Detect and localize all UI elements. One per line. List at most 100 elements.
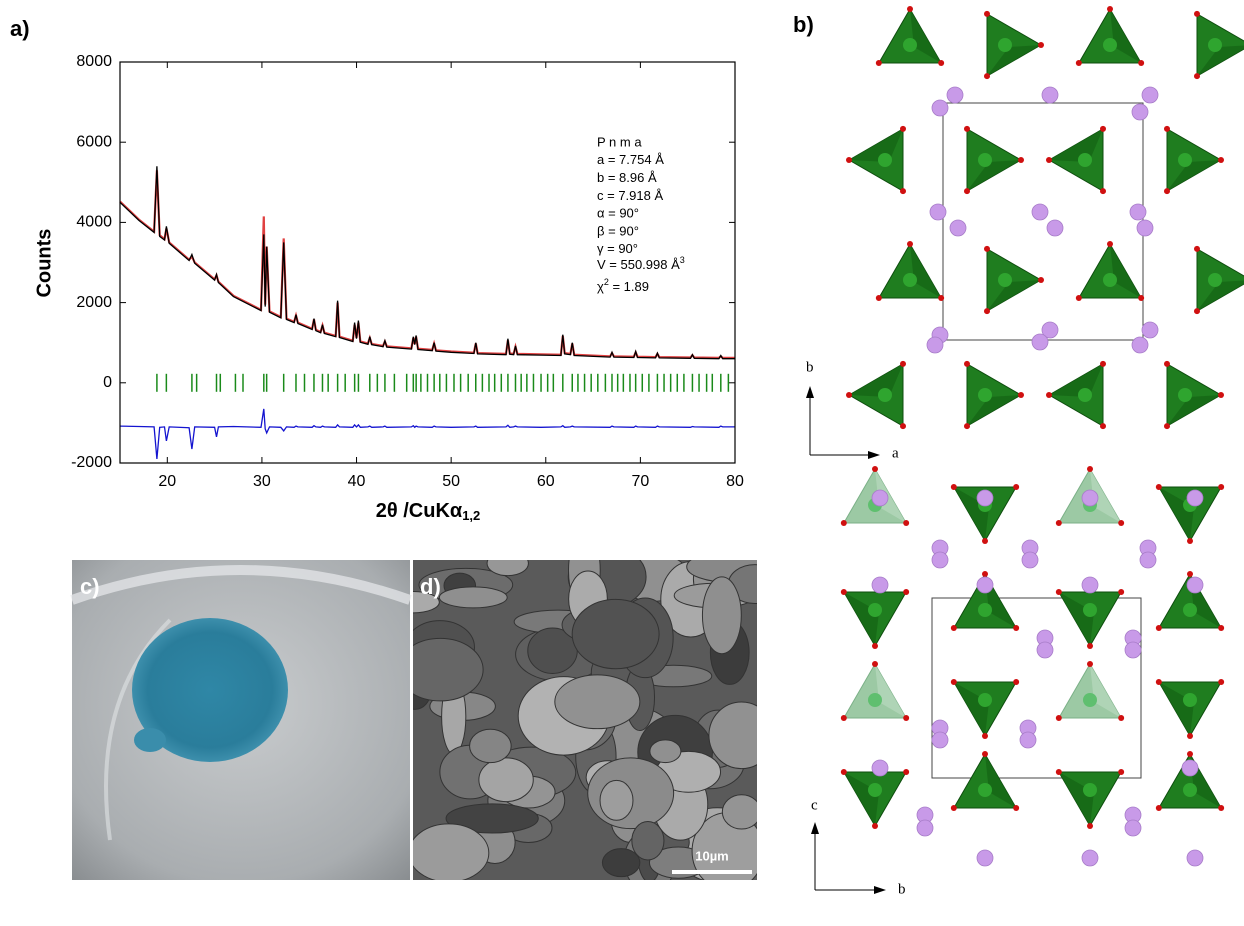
central-atom bbox=[878, 153, 892, 167]
oxygen-atom bbox=[982, 733, 988, 739]
lithium-atom bbox=[976, 489, 994, 507]
oxygen-atom bbox=[903, 715, 910, 721]
oxygen-atom bbox=[1164, 360, 1170, 367]
annotation-text: = 1.89 bbox=[609, 279, 649, 294]
tetrahedron-face bbox=[875, 469, 907, 523]
oxygen-atom bbox=[1218, 484, 1225, 490]
lithium-atom bbox=[1081, 489, 1099, 507]
plot-frame bbox=[119, 61, 736, 464]
particle bbox=[601, 848, 641, 878]
tetrahedron-face bbox=[987, 280, 1041, 312]
particle bbox=[571, 598, 660, 670]
central-atom bbox=[868, 783, 882, 797]
oxygen-atom bbox=[1013, 679, 1020, 685]
tetrahedron-face bbox=[987, 45, 1041, 77]
x-axis-label: 2θ /CuKα1,2 bbox=[376, 500, 481, 523]
oxygen-atom bbox=[1155, 679, 1162, 685]
oxygen-atom bbox=[984, 73, 990, 80]
central-atom bbox=[1083, 783, 1097, 797]
oxygen-atom bbox=[1055, 589, 1062, 595]
central-atom bbox=[1178, 153, 1192, 167]
tetrahedron-face bbox=[1167, 395, 1221, 427]
tetrahedron-face bbox=[953, 487, 989, 541]
central-atom bbox=[978, 603, 992, 617]
oxygen-atom bbox=[1107, 241, 1113, 247]
panel-label: d) bbox=[420, 574, 441, 599]
oxygen-atom bbox=[1155, 484, 1162, 490]
central-atom bbox=[903, 38, 917, 52]
oxygen-atom bbox=[872, 643, 878, 649]
oxygen-atom bbox=[875, 60, 882, 66]
oxygen-atom bbox=[964, 360, 970, 367]
annotation: P n m a bbox=[597, 134, 642, 149]
central-atom bbox=[1208, 38, 1222, 52]
tetrahedron-face bbox=[1110, 9, 1142, 63]
lithium-atom bbox=[1139, 551, 1157, 569]
oxygen-atom bbox=[1055, 769, 1062, 775]
arrow-head bbox=[811, 822, 819, 834]
oxygen-atom bbox=[1164, 423, 1170, 430]
lithium-atom bbox=[1124, 819, 1142, 837]
axis-indicator bbox=[806, 386, 886, 894]
annotation: a = 7.754 Å bbox=[597, 152, 664, 167]
oxygen-atom bbox=[846, 157, 852, 163]
oxygen-atom bbox=[984, 308, 990, 315]
axis-letter: b bbox=[898, 881, 906, 897]
tetrahedron-face bbox=[843, 592, 879, 646]
lithium-atom bbox=[1081, 849, 1099, 867]
tetrahedron-face bbox=[910, 244, 942, 298]
lithium-atom bbox=[976, 576, 994, 594]
dish-rim bbox=[70, 565, 412, 605]
y-tick-label: 2000 bbox=[76, 294, 112, 311]
tetrahedron-face bbox=[849, 363, 903, 397]
oxygen-atom bbox=[1194, 245, 1200, 252]
oxygen-atom bbox=[1138, 295, 1145, 301]
oxygen-atom bbox=[982, 538, 988, 544]
y-tick-label: 0 bbox=[103, 374, 112, 391]
oxygen-atom bbox=[1075, 60, 1082, 66]
powder-photo bbox=[70, 560, 412, 880]
oxygen-atom bbox=[964, 423, 970, 430]
central-atom bbox=[1078, 388, 1092, 402]
arrow-head bbox=[874, 886, 886, 894]
central-atom bbox=[1103, 38, 1117, 52]
tetrahedron-face bbox=[1110, 244, 1142, 298]
x-tick-label: 70 bbox=[631, 473, 649, 490]
oxygen-atom bbox=[1187, 538, 1193, 544]
particle bbox=[708, 701, 757, 770]
oxygen-atom bbox=[1087, 823, 1093, 829]
lithium-atom bbox=[929, 203, 947, 221]
lithium-atom bbox=[1186, 489, 1204, 507]
particle bbox=[445, 803, 539, 834]
oxygen-atom bbox=[1046, 157, 1052, 163]
tetrahedron-face bbox=[843, 772, 879, 826]
central-atom bbox=[1183, 693, 1197, 707]
particle bbox=[721, 794, 757, 830]
y-tick-label: -2000 bbox=[71, 454, 112, 471]
central-atom bbox=[1083, 603, 1097, 617]
lithium-atom bbox=[976, 849, 994, 867]
y-tick-label: 6000 bbox=[76, 133, 112, 150]
lithium-atom bbox=[1036, 641, 1054, 659]
lithium-atom bbox=[1136, 219, 1154, 237]
oxygen-atom bbox=[950, 679, 957, 685]
tetrahedron-face bbox=[1197, 45, 1244, 77]
lithium-atom bbox=[931, 551, 949, 569]
lithium-atom bbox=[916, 819, 934, 837]
central-atom bbox=[1208, 273, 1222, 287]
oxygen-atom bbox=[938, 60, 945, 66]
oxygen-atom bbox=[1218, 625, 1225, 631]
tetrahedron-face bbox=[985, 574, 1017, 628]
tetrahedron-face bbox=[1090, 469, 1122, 523]
oxygen-atom bbox=[1194, 308, 1200, 315]
oxygen-atom bbox=[950, 484, 957, 490]
axis-letter: a bbox=[892, 445, 899, 461]
annotation: α = 90° bbox=[597, 206, 639, 221]
oxygen-atom bbox=[840, 715, 847, 721]
lithium-atom bbox=[1041, 86, 1059, 104]
lithium-atom bbox=[1031, 333, 1049, 351]
annotation: b = 8.96 Å bbox=[597, 170, 657, 185]
oxygen-atom bbox=[872, 823, 878, 829]
annotation: β = 90° bbox=[597, 223, 639, 238]
